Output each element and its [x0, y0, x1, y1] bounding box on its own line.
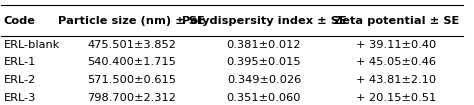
Text: Zeta potential ± SE: Zeta potential ± SE: [334, 16, 459, 26]
Text: Particle size (nm) ± SE: Particle size (nm) ± SE: [58, 16, 205, 26]
Text: Polydispersity index ± SE: Polydispersity index ± SE: [182, 16, 346, 26]
Text: 0.381±0.012: 0.381±0.012: [227, 40, 301, 50]
Text: + 43.81±2.10: + 43.81±2.10: [356, 75, 437, 85]
Text: + 45.05±0.46: + 45.05±0.46: [356, 57, 437, 67]
Text: + 20.15±0.51: + 20.15±0.51: [356, 93, 437, 103]
Text: + 39.11±0.40: + 39.11±0.40: [356, 40, 437, 50]
Text: ERL-2: ERL-2: [4, 75, 36, 85]
Text: 540.400±1.715: 540.400±1.715: [87, 57, 176, 67]
Text: 571.500±0.615: 571.500±0.615: [87, 75, 176, 85]
Text: ERL-1: ERL-1: [4, 57, 36, 67]
Text: 798.700±2.312: 798.700±2.312: [87, 93, 176, 103]
Text: ERL-3: ERL-3: [4, 93, 36, 103]
Text: 0.349±0.026: 0.349±0.026: [227, 75, 301, 85]
Text: 0.395±0.015: 0.395±0.015: [227, 57, 301, 67]
Text: ERL-blank: ERL-blank: [4, 40, 60, 50]
Text: Code: Code: [4, 16, 36, 26]
Text: 475.501±3.852: 475.501±3.852: [87, 40, 176, 50]
Text: 0.351±0.060: 0.351±0.060: [227, 93, 301, 103]
